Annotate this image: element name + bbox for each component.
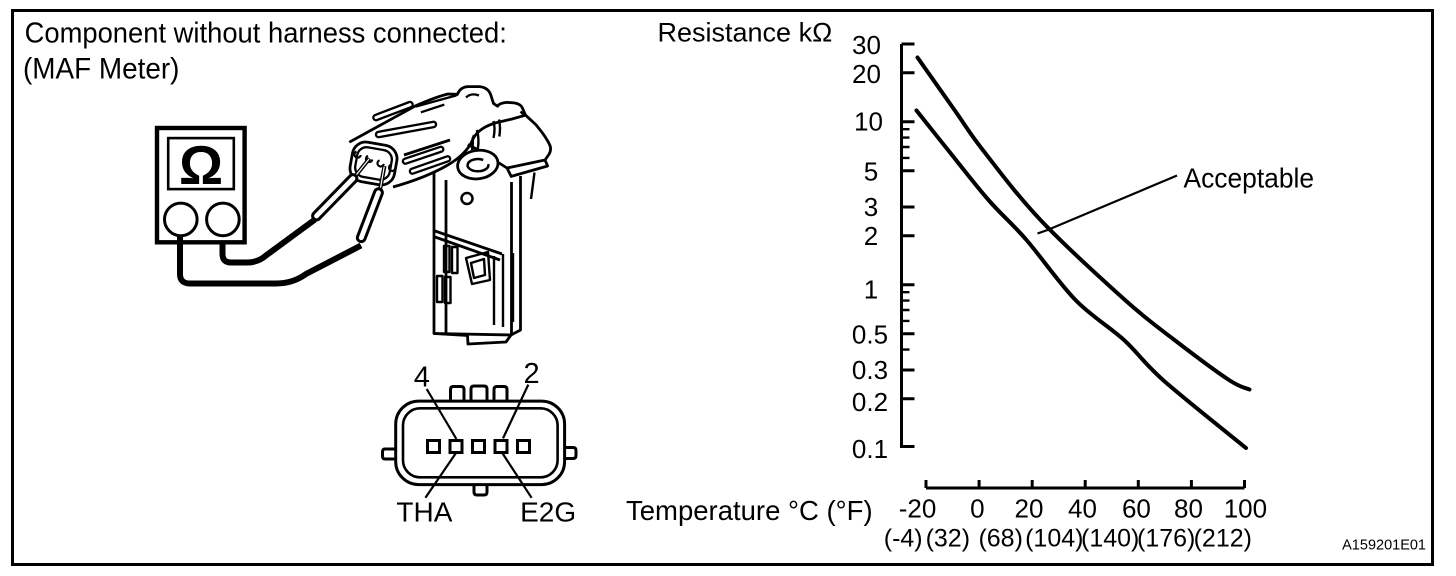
svg-text:5: 5 [864,157,878,187]
svg-text:3: 3 [864,192,878,222]
svg-text:(212): (212) [1194,525,1252,553]
svg-text:(140): (140) [1081,525,1139,553]
svg-text:0.2: 0.2 [852,387,888,417]
svg-text:(32): (32) [926,525,970,553]
svg-text:4: 4 [414,361,430,393]
svg-text:(MAF Meter): (MAF Meter) [23,53,179,86]
svg-text:100: 100 [1224,494,1267,524]
svg-text:Temperature °C (°F): Temperature °C (°F) [626,495,873,526]
svg-text:(176): (176) [1137,525,1195,553]
svg-text:30: 30 [852,30,881,60]
svg-text:0.1: 0.1 [852,434,888,464]
svg-text:80: 80 [1174,494,1203,524]
svg-text:(68): (68) [978,525,1022,553]
svg-text:(104): (104) [1025,525,1083,553]
svg-text:(-4): (-4) [884,525,923,553]
svg-text:0.3: 0.3 [852,355,888,385]
svg-text:10: 10 [854,106,883,136]
svg-text:0: 0 [970,494,984,524]
svg-text:Resistance kΩ: Resistance kΩ [658,18,833,48]
svg-text:Acceptable: Acceptable [1184,163,1315,194]
svg-text:-20: -20 [899,494,937,524]
svg-text:60: 60 [1122,494,1151,524]
svg-text:Component without harness conn: Component without harness connected: [25,16,507,49]
svg-text:E2G: E2G [520,497,576,528]
svg-text:Ω: Ω [179,134,223,196]
svg-text:2: 2 [524,358,540,390]
svg-text:2: 2 [864,221,878,251]
svg-text:THA: THA [396,497,452,528]
svg-text:1: 1 [864,275,878,305]
svg-text:40: 40 [1068,494,1097,524]
svg-text:A159201E01: A159201E01 [1342,538,1426,554]
svg-text:20: 20 [1015,494,1044,524]
svg-text:20: 20 [852,59,881,89]
svg-text:0.5: 0.5 [852,319,888,349]
